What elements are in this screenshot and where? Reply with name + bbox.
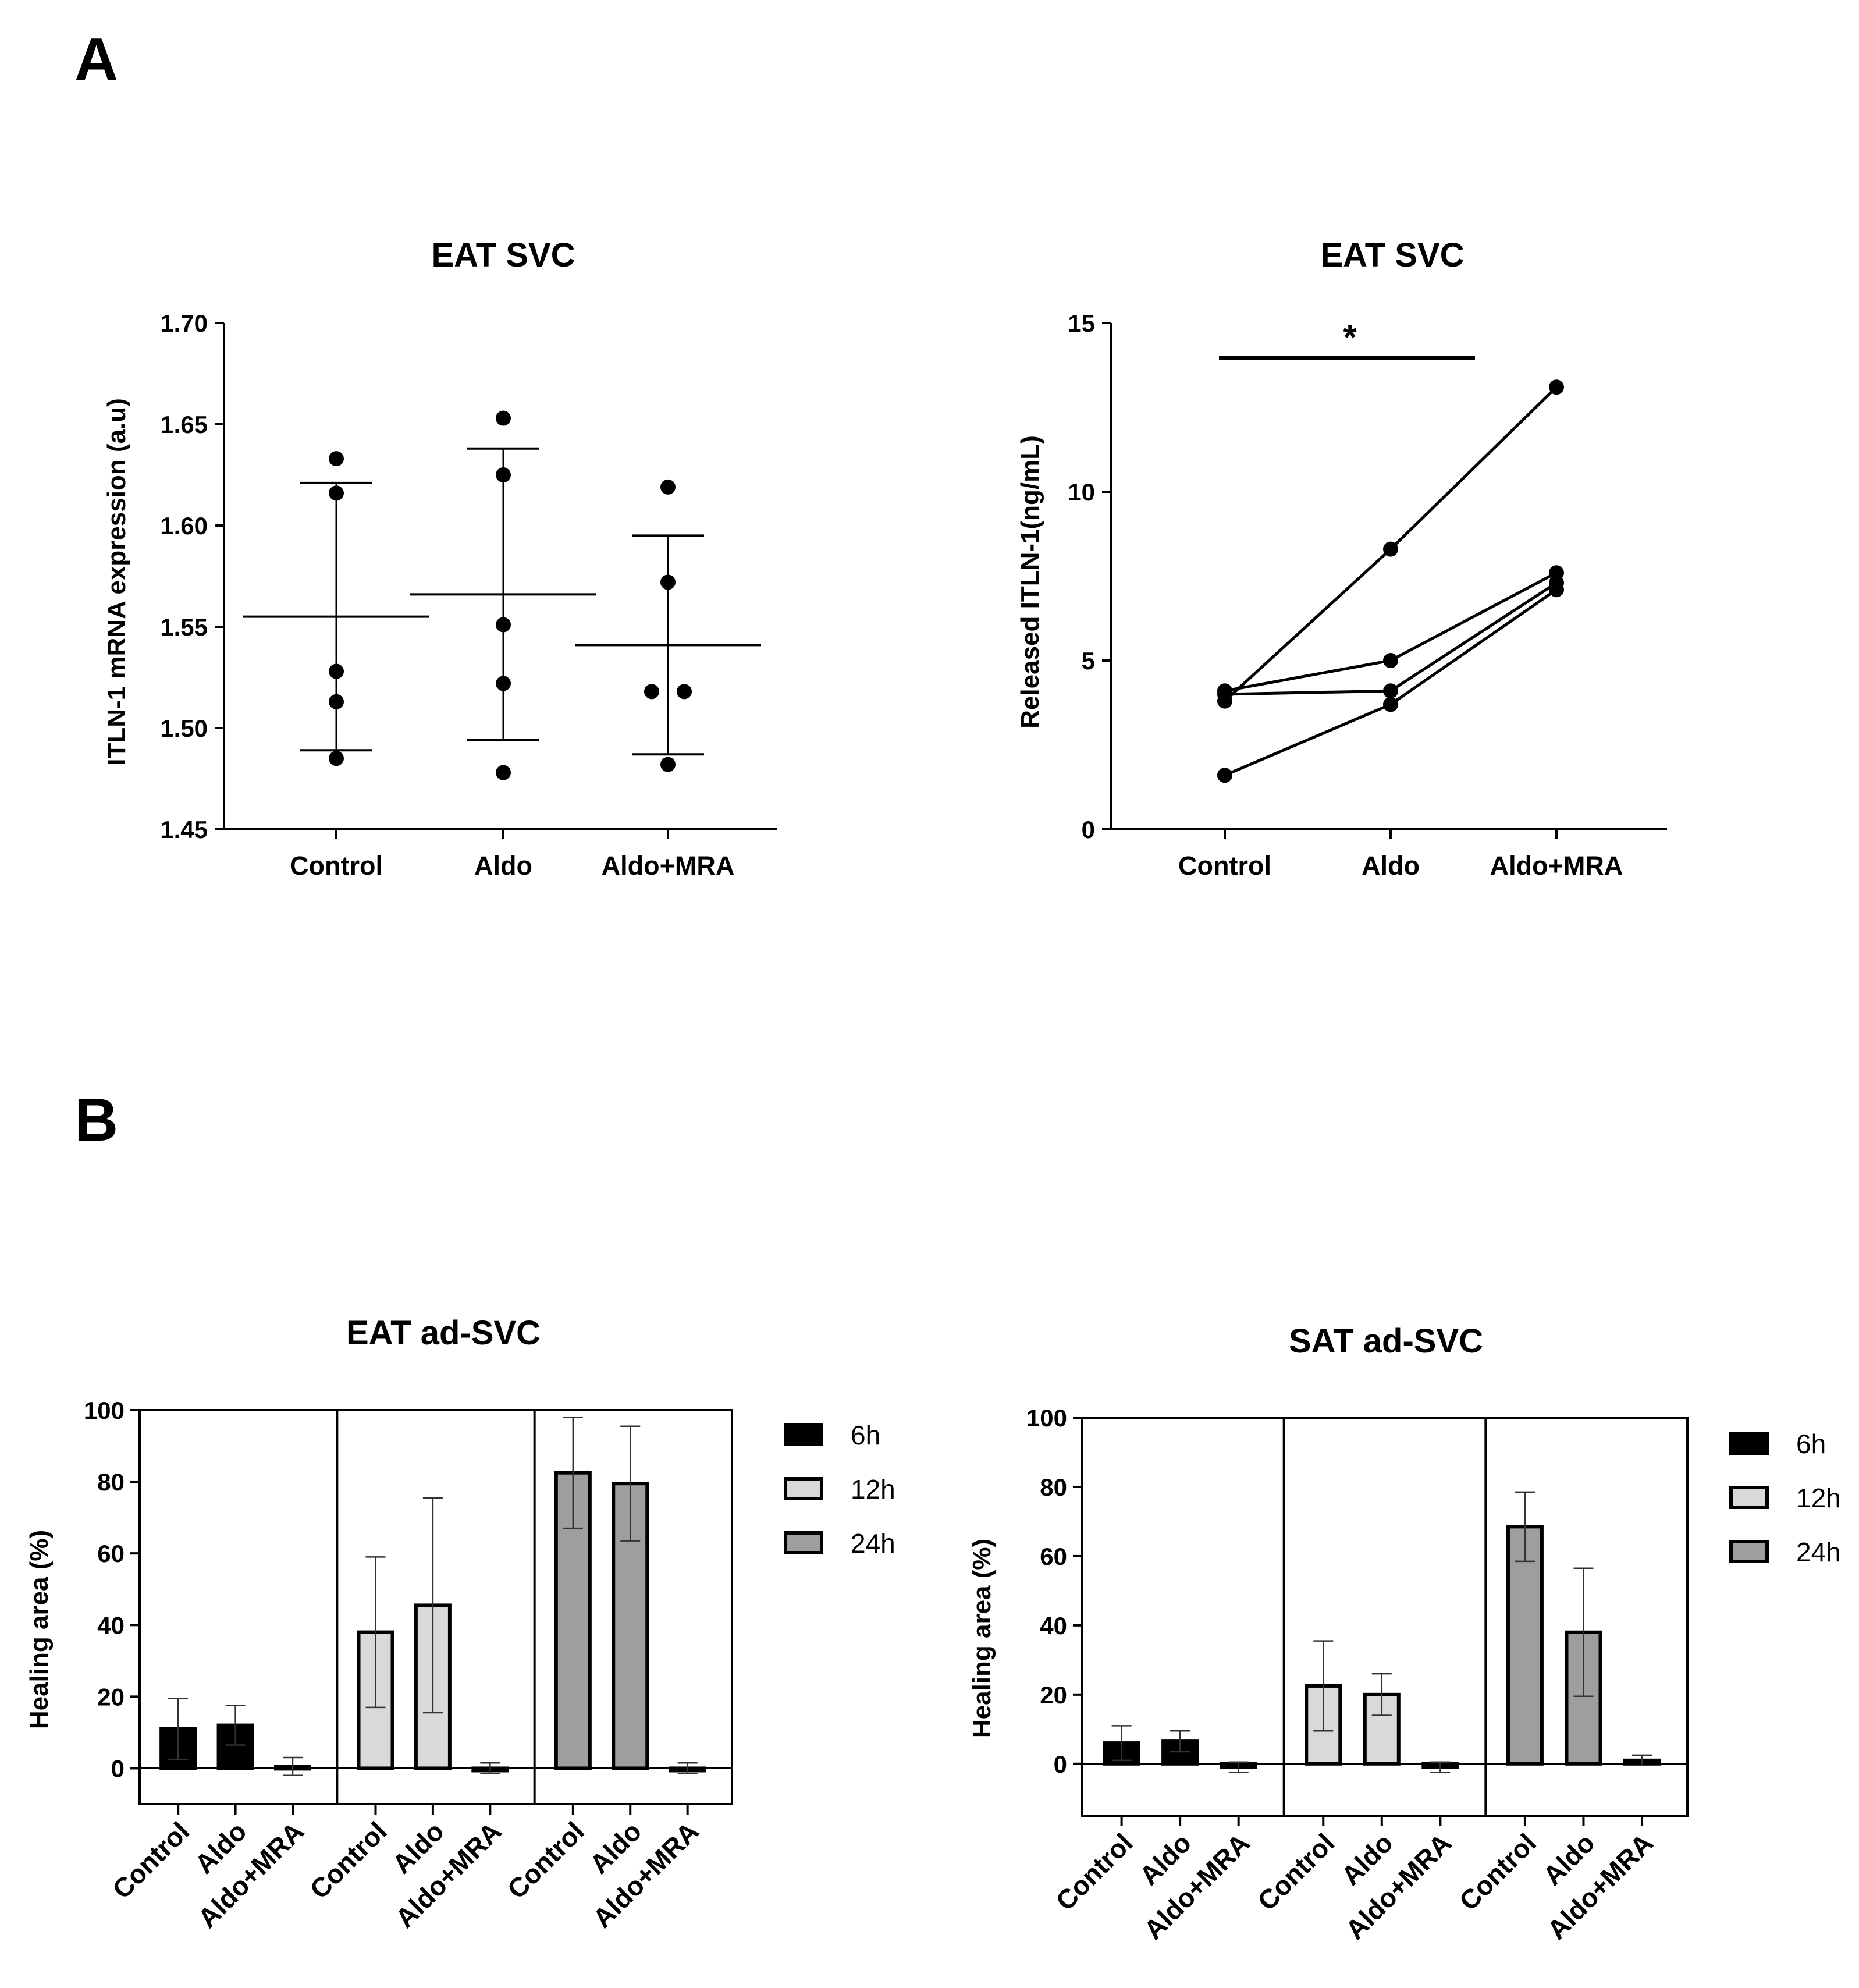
y-tick-label: 15	[1068, 310, 1095, 337]
legend-label: 24h	[1796, 1537, 1841, 1567]
data-point	[677, 684, 692, 700]
y-tick-label: 100	[1026, 1404, 1067, 1432]
bar	[216, 1723, 254, 1770]
legend-swatch	[1729, 1486, 1769, 1509]
data-point	[329, 451, 344, 467]
chart-title: EAT ad-SVC	[346, 1314, 541, 1352]
y-tick-label: 1.55	[160, 613, 208, 641]
data-point	[496, 765, 511, 780]
chart-itln1-mrna: EAT SVC ITLN-1 mRNA expression (a.u) 1.4…	[102, 236, 777, 881]
series-line	[1224, 571, 1558, 693]
x-tick-label: Control	[106, 1816, 195, 1904]
data-point	[660, 479, 676, 495]
legend-label: 12h	[1796, 1483, 1841, 1513]
y-tick-label: 0	[1082, 816, 1095, 843]
y-axis-label: Released ITLN-1(ng/mL)	[1016, 435, 1044, 729]
data-point	[496, 676, 511, 691]
chart-title: SAT ad-SVC	[1289, 1322, 1483, 1360]
data-point	[1383, 541, 1398, 557]
data-point	[1217, 768, 1232, 783]
significance-label: *	[1343, 318, 1357, 357]
data-point	[660, 757, 676, 772]
data-point	[329, 485, 344, 501]
x-tick-label: Control	[1453, 1827, 1542, 1916]
y-axis-label: ITLN-1 mRNA expression (a.u)	[102, 398, 131, 766]
data-point	[329, 751, 344, 766]
y-tick-label: 1.65	[160, 411, 208, 438]
y-tick-label: 60	[97, 1540, 125, 1567]
x-tick-label: Aldo	[474, 851, 532, 881]
y-tick-label: 20	[97, 1683, 125, 1710]
data-point	[496, 617, 511, 633]
x-tick-label: Control	[1050, 1827, 1138, 1916]
x-tick-label: Control	[290, 851, 383, 881]
y-tick-label: 40	[1040, 1612, 1067, 1639]
data-point	[644, 684, 659, 700]
y-tick-label: 40	[97, 1611, 125, 1639]
x-tick-label: Aldo+MRA	[602, 851, 735, 881]
legend-swatch	[784, 1477, 823, 1500]
y-tick-label: 1.60	[160, 512, 208, 539]
legend-swatch	[1729, 1540, 1769, 1563]
data-point	[1383, 683, 1398, 699]
data-point	[1549, 582, 1564, 598]
legend-swatch	[1729, 1432, 1769, 1455]
x-tick-label: Aldo+MRA	[1490, 851, 1623, 881]
legend-label: 24h	[851, 1528, 895, 1559]
y-axis-label: Healing area (%)	[25, 1530, 54, 1729]
chart-eat-ad-svc: EAT ad-SVC Healing area (%) 0 20 40 60 80 100…	[25, 1314, 895, 1933]
data-point	[1383, 697, 1398, 712]
y-tick-label: 80	[97, 1468, 125, 1496]
bar	[1506, 1525, 1544, 1766]
x-tick-label: Control	[1252, 1827, 1340, 1916]
y-tick-label: 60	[1040, 1543, 1067, 1570]
y-tick-label: 80	[1040, 1474, 1067, 1501]
chart-title: EAT SVC	[431, 236, 575, 274]
y-tick-label: 0	[111, 1755, 125, 1782]
data-point	[329, 663, 344, 679]
y-tick-label: 10	[1068, 478, 1095, 506]
plot-frame	[138, 1409, 733, 1805]
data-point	[1549, 379, 1564, 395]
x-tick-label: Aldo	[1362, 851, 1420, 881]
x-tick-label: Control	[1178, 851, 1271, 881]
y-tick-label: 0	[1054, 1751, 1067, 1778]
chart-released-itln1: EAT SVC Released ITLN-1(ng/mL) 0 5 10 15 Con…	[1016, 236, 1667, 881]
legend-label: 6h	[851, 1420, 880, 1450]
legend-label: 6h	[1796, 1429, 1826, 1459]
panel-label-a: A	[74, 26, 118, 94]
panel-label-b: B	[74, 1087, 118, 1154]
y-tick-label: 100	[84, 1397, 125, 1424]
y-axis-label: Healing area (%)	[968, 1539, 996, 1738]
chart-marks: 0 5 10 15 Control Aldo Aldo+MRA *	[1068, 310, 1667, 881]
chart-marks: 020406080100ControlAldoAldo+MRAControlAl…	[1026, 1404, 1841, 1945]
y-tick-label: 1.50	[160, 715, 208, 742]
y-tick-label: 5	[1082, 647, 1095, 674]
legend-swatch	[784, 1531, 823, 1554]
legend-label: 12h	[851, 1474, 895, 1504]
chart-title: EAT SVC	[1320, 236, 1464, 274]
y-tick-label: 1.45	[160, 816, 208, 843]
data-point	[660, 574, 676, 590]
data-point	[329, 694, 344, 709]
y-tick-label: 20	[1040, 1681, 1067, 1709]
plot-frame	[1081, 1417, 1689, 1817]
legend-swatch	[784, 1423, 823, 1446]
data-point	[1383, 653, 1398, 668]
data-point	[496, 467, 511, 482]
data-point	[496, 410, 511, 426]
x-tick-label: Control	[502, 1816, 590, 1904]
y-tick-label: 1.70	[160, 310, 208, 337]
chart-marks: 020406080100ControlAldoAldo+MRAControlAl…	[84, 1397, 895, 1933]
chart-sat-ad-svc: SAT ad-SVC Healing area (%) 0 20 40 60 80 100…	[968, 1322, 1841, 1945]
chart-marks: 1.45 1.50 1.55 1.60 1.65 1.70 Control Aldo Aldo+…	[160, 310, 777, 881]
data-point	[1217, 687, 1232, 702]
x-tick-label: Control	[304, 1816, 392, 1904]
